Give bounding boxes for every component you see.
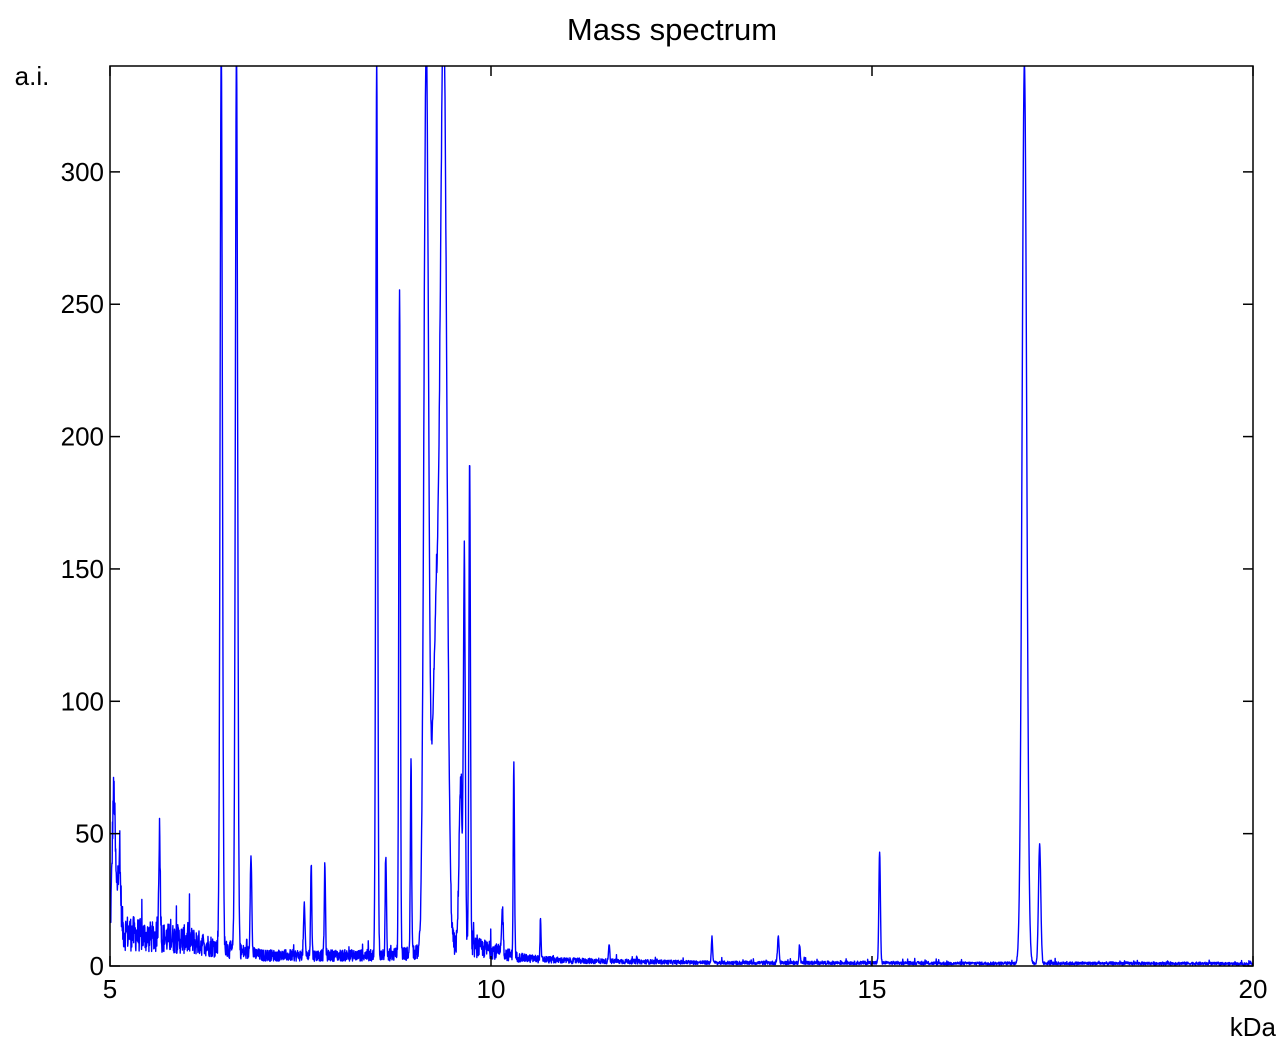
x-axis-label: kDa [1230,1012,1277,1041]
y-axis-label: a.i. [15,61,50,91]
x-tick-label: 5 [103,974,117,1004]
y-tick-label: 250 [61,289,104,319]
x-axis-ticks: 5 10 15 20 [103,66,1268,1004]
y-tick-label: 200 [61,422,104,452]
spectrum-series-line [110,66,1253,966]
y-axis-ticks: 0 50 100 150 200 250 300 [61,157,1253,981]
x-tick-label: 10 [477,974,506,1004]
chart-title: Mass spectrum [567,12,777,47]
plot-frame [109,65,1254,967]
y-tick-label: 150 [61,554,104,584]
y-tick-label: 300 [61,157,104,187]
y-tick-label: 0 [90,951,104,981]
y-tick-label: 100 [61,686,104,716]
x-tick-label: 20 [1239,974,1268,1004]
x-tick-label: 15 [858,974,887,1004]
y-tick-label: 50 [75,819,104,849]
